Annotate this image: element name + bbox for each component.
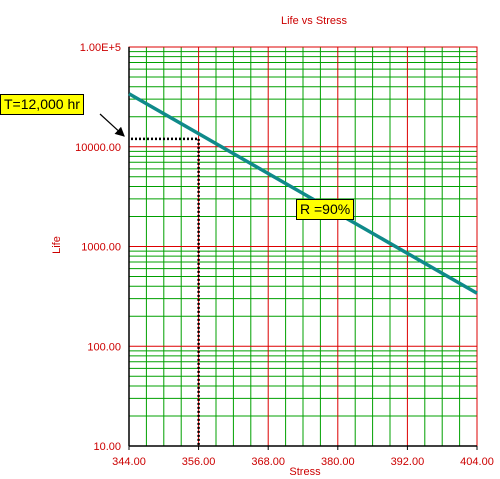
reference-lines [131,137,200,446]
time-callout: T=12,000 hr [0,94,84,115]
y-tick-label: 1.00E+5 [80,42,121,54]
x-tick-label: 356.00 [182,456,216,468]
x-axis-label: Stress [289,466,321,478]
y-tick-label: 100.00 [87,341,121,353]
series-line [128,92,478,295]
y-tick-label: 1000.00 [81,242,121,254]
series-layer [128,92,478,295]
major-grid [128,46,478,447]
x-tick-label: 404.00 [460,456,494,468]
x-tick-label: 392.00 [391,456,425,468]
y-axis-label: Life [51,236,63,254]
x-tick-label: 380.00 [321,456,355,468]
x-tick-label: 344.00 [112,456,146,468]
reliability-callout: R =90% [296,199,355,220]
tick-labels: 344.00 356.00 368.00 380.00 392.00 404.00 10.0… [75,42,494,468]
chart-title: Life vs Stress [281,15,348,27]
x-tick-label: 368.00 [251,456,285,468]
y-tick-label: 10000.00 [75,142,121,154]
callout-arrows [99,113,125,137]
callout-arrow [99,113,125,137]
y-tick-label: 10.00 [93,441,121,453]
